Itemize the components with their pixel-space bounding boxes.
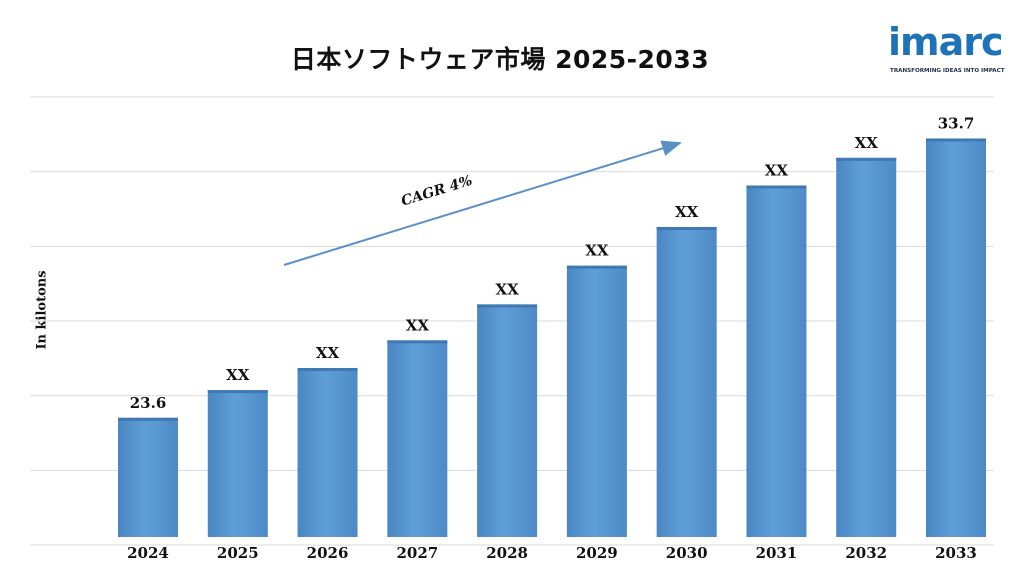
- bar-top-edge: [387, 340, 448, 344]
- chart-title: 日本ソフトウェア市場 2025-2033: [290, 45, 710, 74]
- x-tick-label: 2027: [396, 544, 438, 562]
- x-tick-label: 2033: [935, 544, 977, 562]
- data-labels: 23.6 XX XX XX XX XX XX XX XX 33.7: [130, 114, 975, 411]
- bar-2030: [656, 226, 717, 537]
- bar-2025: [207, 390, 268, 537]
- bar-body: [297, 368, 358, 537]
- imarc-logo: imarc TRANSFORMING IDEAS INTO IMPACT: [888, 20, 1012, 78]
- x-tick-label: 2024: [127, 544, 169, 562]
- bar-2026: [297, 368, 358, 537]
- bar-top-edge: [566, 265, 627, 269]
- bar-2029: [566, 265, 627, 537]
- bar-top-edge: [207, 390, 268, 394]
- bar-body: [926, 138, 986, 537]
- logo-wordmark: imarc: [888, 20, 1004, 64]
- bar-2024: [118, 417, 178, 537]
- bar-2032: [836, 157, 897, 537]
- x-tick-label: 2031: [756, 544, 798, 562]
- bar-body: [746, 185, 807, 537]
- x-tick-label: 2032: [845, 544, 887, 562]
- data-label: 23.6: [130, 394, 167, 412]
- bar-top-edge: [118, 417, 178, 421]
- data-label: XX: [316, 344, 340, 362]
- bar-top-edge: [836, 157, 897, 161]
- bar-body: [477, 304, 538, 537]
- bar-body: [118, 417, 178, 537]
- bar-top-edge: [746, 185, 807, 189]
- data-label: XX: [495, 280, 519, 298]
- logo-tagline: TRANSFORMING IDEAS INTO IMPACT: [890, 68, 1005, 74]
- x-tick-label: 2028: [486, 544, 528, 562]
- data-label: XX: [406, 316, 430, 334]
- bar-top-edge: [656, 226, 717, 230]
- bar-top-edge: [297, 368, 358, 372]
- bar-body: [207, 390, 268, 537]
- bar-body: [656, 226, 717, 537]
- bar-body: [566, 265, 627, 537]
- x-tick-label: 2025: [217, 544, 259, 562]
- data-label: XX: [765, 161, 789, 179]
- bar-top-edge: [926, 138, 986, 142]
- cagr-label: CAGR 4%: [399, 173, 474, 210]
- bar-2033: [926, 138, 986, 537]
- cagr-arrow: [283, 140, 682, 266]
- bar-2031: [746, 185, 807, 537]
- bar-top-edge: [477, 304, 538, 308]
- bar-body: [836, 157, 897, 537]
- data-label: 33.7: [938, 114, 975, 132]
- bar-2028: [477, 304, 538, 537]
- bars: [118, 138, 986, 537]
- data-label: XX: [226, 366, 250, 384]
- data-label: XX: [855, 134, 879, 152]
- bar-2027: [387, 340, 448, 537]
- data-label: XX: [675, 203, 699, 221]
- x-tick-label: 2030: [666, 544, 708, 562]
- data-label: XX: [585, 242, 609, 260]
- x-tick-label: 2029: [576, 544, 618, 562]
- x-tick-labels: 2024 2025 2026 2027 2028 2029 2030 2031 2032 2033: [127, 544, 977, 562]
- x-tick-label: 2026: [307, 544, 349, 562]
- bar-body: [387, 340, 448, 537]
